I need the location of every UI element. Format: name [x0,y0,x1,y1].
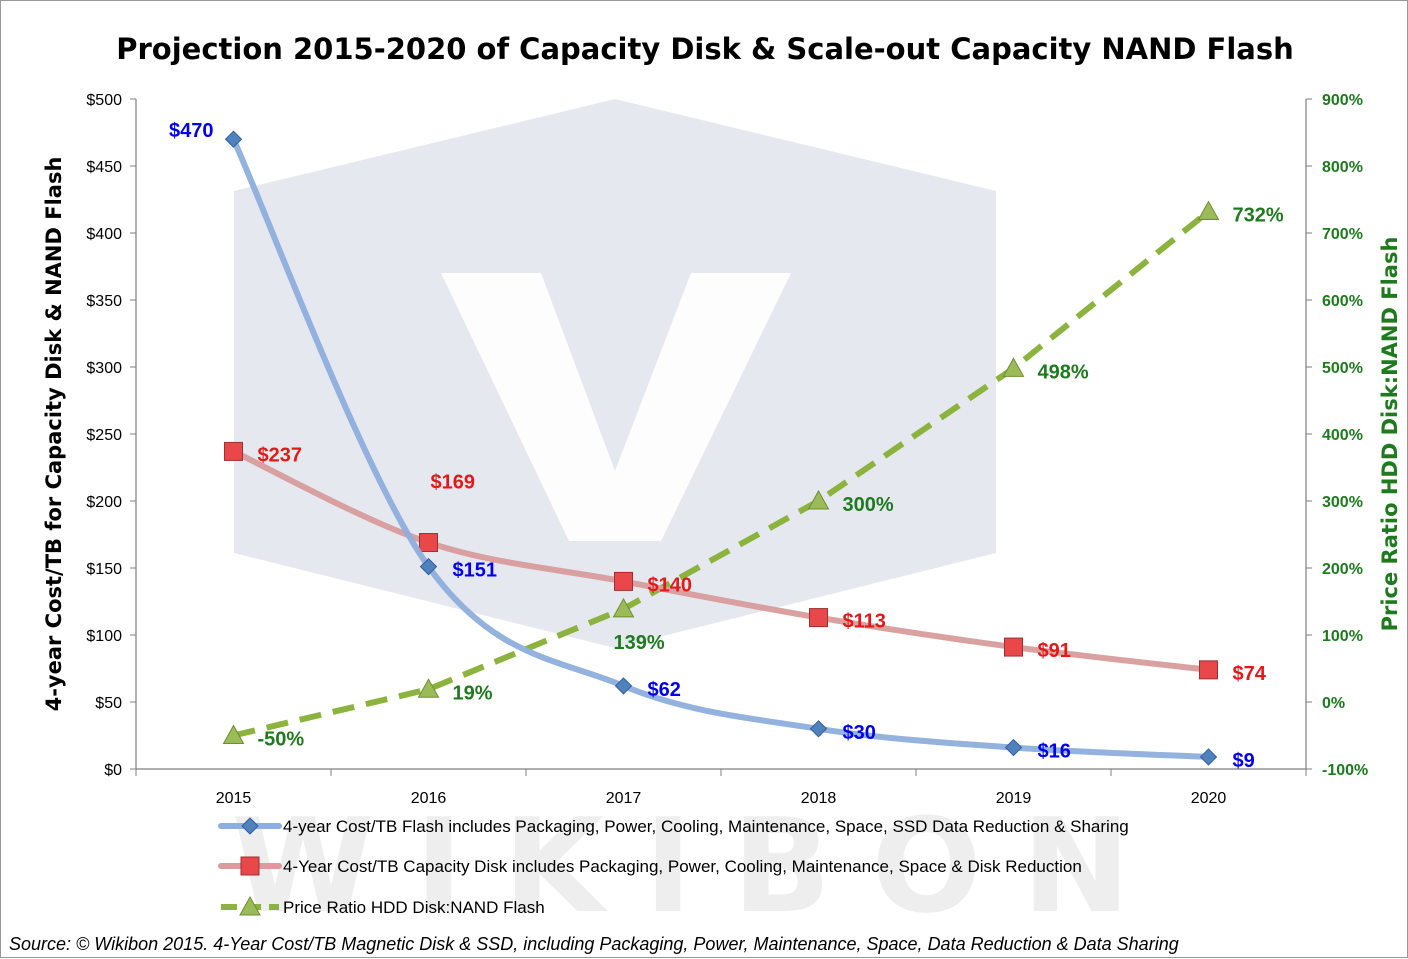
series-line [232,209,1211,739]
legend-label: Price Ratio HDD Disk:NAND Flash [283,898,545,917]
y-axis-left-label: 4-year Cost/TB for Capacity Disk & NAND … [42,157,66,712]
y-right-tick-label: 600% [1322,293,1363,310]
y-left-tick-label: $400 [86,226,122,243]
data-point [809,720,828,738]
data-point [1004,637,1023,657]
legend-swatch-marker [239,895,261,916]
axes: $0 $50 $100 $150 $200 $250 $300 $350 $400 $450 $50… [42,92,1402,807]
data-point [612,597,635,618]
legend-swatch-marker [241,817,259,835]
y-right-tick-label: 300% [1322,494,1363,511]
data-label: $151 [453,560,498,582]
data-label: $62 [648,679,681,701]
series-layer: -50%19%139%300%498%732%$237$169$140$113$… [169,120,1284,772]
x-tick-label: 2016 [411,790,447,807]
data-label: $470 [169,120,214,142]
watermark-text: WIKIBON [231,790,1170,942]
y-right-tick-label: -100% [1322,762,1368,779]
data-label: $169 [431,472,476,494]
data-point [1199,660,1218,680]
y-right-tick-label: 700% [1322,226,1363,243]
legend-swatch-marker [240,856,260,876]
y-left-tick-label: $200 [86,494,122,511]
watermark-w-shape [441,273,791,541]
data-point [809,608,828,628]
x-tick-label: 2019 [996,790,1032,807]
x-tick-label: 2017 [606,790,642,807]
data-label: $113 [843,611,886,633]
y-left-tick-label: $0 [104,762,122,779]
y-right-tick-label: 400% [1322,427,1363,444]
data-label: $237 [258,444,303,466]
data-point [417,678,440,698]
y-left-tick-label: $450 [86,159,122,176]
legend-item-2: Price Ratio HDD Disk:NAND Flash [221,895,545,917]
y-axis-right-label: Price Ratio HDD Disk:NAND Flash [1378,237,1402,632]
data-label: 139% [614,632,665,654]
series-0: $470 $151 $62 $30 $16 $9 [169,120,1255,772]
data-label: $16 [1038,741,1071,763]
data-label: 300% [843,494,894,516]
legend-label: 4-Year Cost/TB Capacity Disk includes Pa… [283,857,1082,876]
data-point [1199,748,1218,766]
data-point [419,557,438,576]
data-point [224,441,243,461]
data-point [807,489,830,510]
series-1: $237 $169 $140 $113 $91 $74 [224,441,1267,685]
data-label: $30 [843,722,876,744]
data-point [614,571,633,591]
wikibon-watermark: WIKIBON [231,99,1170,942]
data-point [1004,738,1023,757]
x-tick-label: 2018 [801,790,837,807]
y-right-tick-label: 800% [1322,159,1363,176]
y-left-tick-label: $50 [95,695,122,712]
data-label: $140 [648,574,693,596]
legend-item-0: 4-year Cost/TB Flash includes Packaging,… [218,817,1129,836]
data-label: 732% [1233,205,1284,227]
series-line [230,448,1212,673]
data-point [419,533,438,553]
data-label: 498% [1038,361,1089,383]
x-tick-label: 2015 [216,790,252,807]
y-left-tick-label: $300 [86,360,122,377]
y-right-tick-label: 200% [1322,561,1363,578]
y-right-tick-label: 100% [1322,628,1363,645]
data-point [614,677,633,695]
watermark-hexagon [234,99,996,648]
y-right-tick-label: 0% [1322,695,1345,712]
source-note: Source: © Wikibon 2015. 4-Year Cost/TB M… [9,934,1179,954]
data-point [224,130,243,148]
y-right-tick-label: 900% [1322,92,1363,109]
data-label: 19% [453,682,493,704]
y-left-tick-label: $350 [86,293,122,310]
y-left-tick-label: $100 [86,628,122,645]
data-point [1197,200,1220,221]
y-right-tick-label: 500% [1322,360,1363,377]
y-left-tick-label: $250 [86,427,122,444]
chart-title: Projection 2015-2020 of Capacity Disk & … [116,32,1294,66]
legend: 4-year Cost/TB Flash includes Packaging,… [218,817,1129,917]
data-point [222,724,245,744]
data-label: $74 [1233,663,1267,685]
y-left-tick-label: $150 [86,561,122,578]
x-tick-label: 2020 [1191,790,1227,807]
data-label: $9 [1233,750,1255,772]
legend-label: 4-year Cost/TB Flash includes Packaging,… [283,817,1129,836]
legend-item-1: 4-Year Cost/TB Capacity Disk includes Pa… [218,856,1082,876]
data-point [1002,357,1025,377]
y-left-tick-label: $500 [86,92,122,109]
series-2: -50% 19% 139% 300% 498% 732% [222,200,1284,751]
data-label: $91 [1038,640,1071,662]
data-label: -50% [258,729,305,751]
